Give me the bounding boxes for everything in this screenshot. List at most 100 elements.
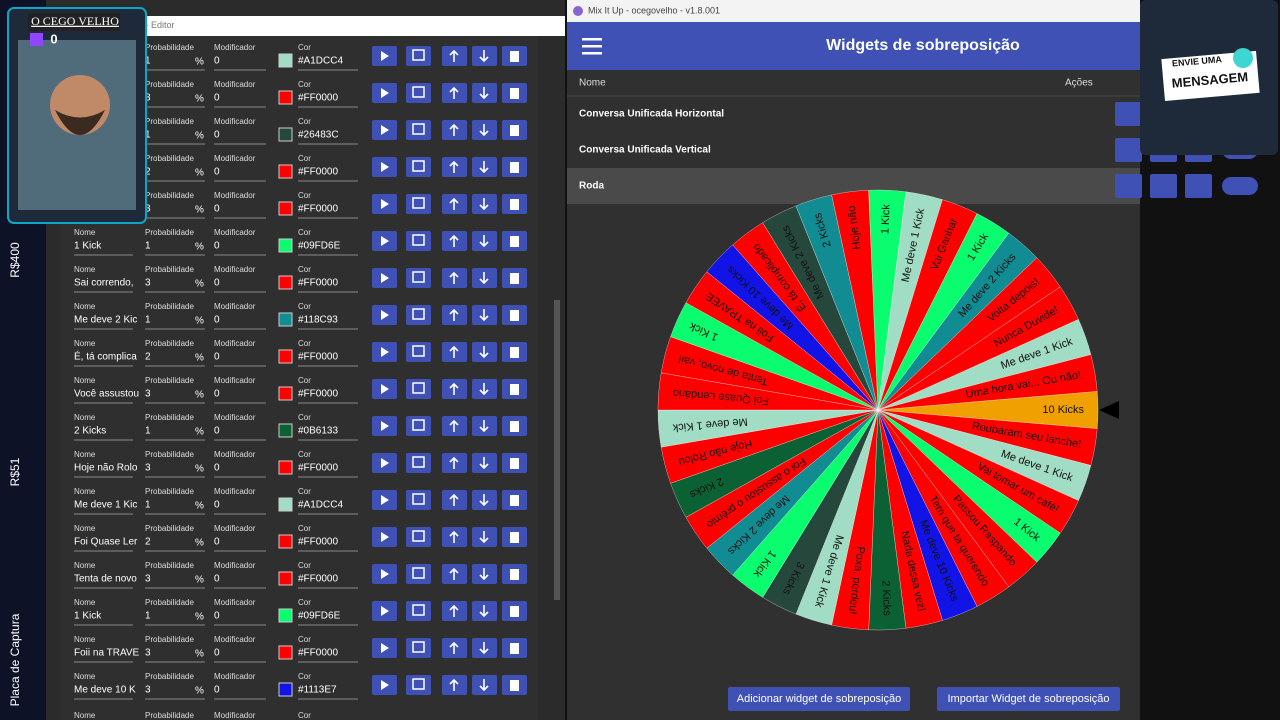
- percent-sign: %: [195, 94, 204, 105]
- modifier-value: 0: [214, 574, 220, 585]
- row-button[interactable]: [406, 305, 431, 325]
- row-button[interactable]: [406, 194, 431, 214]
- field-label: Cor: [298, 450, 311, 459]
- trash-icon: [510, 384, 519, 395]
- play-icon: [381, 236, 389, 246]
- color-value: #FF0000: [298, 204, 338, 215]
- row-button[interactable]: [406, 638, 431, 658]
- field-label: Nome: [74, 524, 96, 533]
- field-label: Cor: [298, 598, 311, 607]
- color-value: #FF0000: [298, 278, 338, 289]
- color-value: #1113E7: [298, 685, 337, 696]
- color-swatch: [278, 349, 293, 364]
- percent-sign: %: [195, 57, 204, 68]
- menu-icon[interactable]: [582, 45, 602, 48]
- color-swatch: [278, 534, 293, 549]
- percent-sign: %: [195, 464, 204, 475]
- field-label: Probabilidade: [145, 339, 194, 348]
- row-button[interactable]: [406, 379, 431, 399]
- probability-value: 3: [145, 389, 151, 400]
- color-swatch: [278, 275, 293, 290]
- field-label: Modificador: [214, 117, 256, 126]
- trash-icon: [510, 421, 519, 432]
- widget-button[interactable]: [1185, 174, 1212, 198]
- play-icon: [381, 606, 389, 616]
- play-icon: [381, 88, 389, 98]
- up-icon: [449, 382, 459, 395]
- percent-sign: %: [195, 686, 204, 697]
- bottom-button[interactable]: [937, 687, 1120, 711]
- down-icon: [479, 50, 489, 63]
- probability-value: 3: [145, 574, 151, 585]
- row-button[interactable]: [406, 120, 431, 140]
- edit-icon: [412, 641, 425, 653]
- name-value: Me deve 1 Kic: [74, 500, 137, 511]
- widget-button[interactable]: [1115, 138, 1142, 162]
- field-label: Cor: [298, 43, 311, 52]
- row-button[interactable]: [406, 453, 431, 473]
- color-value: #A1DCC4: [298, 500, 343, 511]
- row-button[interactable]: [406, 490, 431, 510]
- edit-icon: [412, 604, 425, 616]
- row-button[interactable]: [406, 675, 431, 695]
- message-line: MENSAGEM: [1171, 69, 1249, 91]
- row-button[interactable]: [406, 83, 431, 103]
- trash-icon: [510, 125, 519, 136]
- bottom-button[interactable]: [728, 687, 910, 711]
- row-button[interactable]: [406, 564, 431, 584]
- toggle[interactable]: [1222, 177, 1258, 195]
- trash-icon: [510, 162, 519, 173]
- row-button[interactable]: [406, 268, 431, 288]
- row-button[interactable]: [406, 231, 431, 251]
- modifier-value: 0: [214, 167, 220, 178]
- up-icon: [449, 456, 459, 469]
- editor-titlebar: lo - Editor: [46, 16, 565, 36]
- bottom-button-label: Importar Widget de sobreposição: [947, 693, 1109, 705]
- column-header: Nome: [579, 78, 606, 89]
- probability-value: 1: [145, 611, 151, 622]
- field-label: Modificador: [214, 80, 256, 89]
- menu-icon[interactable]: [582, 52, 602, 55]
- field-label: Nome: [74, 265, 96, 274]
- play-icon: [381, 532, 389, 542]
- probability-value: 3: [145, 685, 151, 696]
- down-icon: [479, 198, 489, 211]
- field-label: Nome: [74, 561, 96, 570]
- field-label: Cor: [298, 228, 311, 237]
- modifier-value: 0: [214, 241, 220, 252]
- field-label: Modificador: [214, 302, 256, 311]
- field-label: Nome: [74, 635, 96, 644]
- row-button[interactable]: [406, 527, 431, 547]
- trash-icon: [510, 680, 519, 691]
- probability-value: 3: [145, 463, 151, 474]
- modifier-value: 0: [214, 352, 220, 363]
- widget-button[interactable]: [1150, 174, 1177, 198]
- field-label: Modificador: [214, 487, 256, 496]
- column-header: Ações: [1065, 78, 1093, 89]
- row-button[interactable]: [406, 46, 431, 66]
- color-value: #FF0000: [298, 463, 338, 474]
- field-label: Cor: [298, 561, 311, 570]
- field-label: Probabilidade: [145, 302, 194, 311]
- color-swatch: [278, 645, 293, 660]
- widget-button[interactable]: [1115, 174, 1142, 198]
- percent-sign: %: [195, 131, 204, 142]
- edit-icon: [412, 419, 425, 431]
- row-button[interactable]: [406, 342, 431, 362]
- field-label: Probabilidade: [145, 672, 194, 681]
- message-line: ENVIE UMA: [1172, 54, 1223, 68]
- modifier-value: 0: [214, 426, 220, 437]
- modifier-value: 0: [214, 685, 220, 696]
- widget-button[interactable]: [1115, 102, 1142, 126]
- row-button[interactable]: [406, 157, 431, 177]
- app-titlebar: [567, 0, 1140, 22]
- menu-icon[interactable]: [582, 38, 602, 41]
- row-button[interactable]: [406, 601, 431, 621]
- up-icon: [449, 234, 459, 247]
- play-icon: [381, 680, 389, 690]
- play-icon: [381, 51, 389, 61]
- play-icon: [381, 162, 389, 172]
- row-button[interactable]: [406, 416, 431, 436]
- probability-value: 1: [145, 241, 151, 252]
